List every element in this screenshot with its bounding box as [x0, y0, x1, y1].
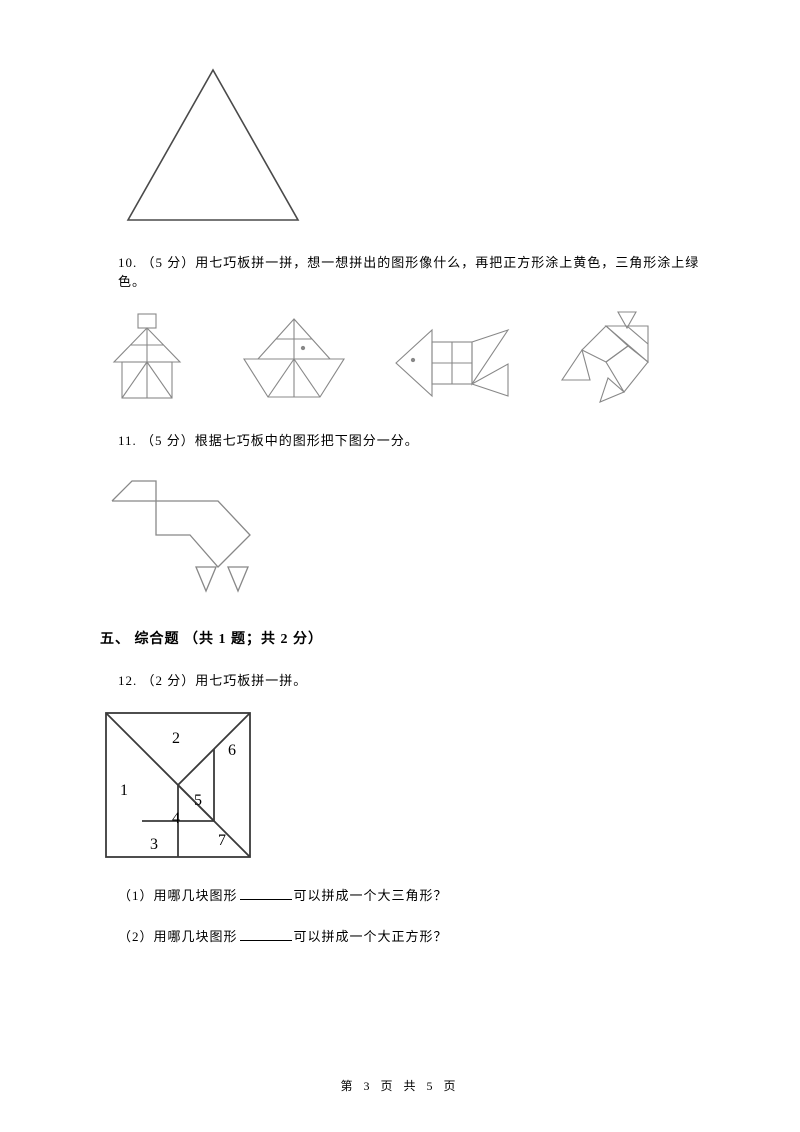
- piece-2: 2: [172, 730, 180, 747]
- large-triangle-svg: [118, 60, 308, 230]
- q11-number: 11.: [118, 433, 137, 448]
- tangram-house: [100, 308, 200, 408]
- tangram-square-svg: 1 2 3 4 5 6 7: [100, 707, 256, 863]
- q11-text: 根据七巧板中的图形把下图分一分。: [195, 433, 419, 448]
- q12-sub2-before: 用哪几块图形: [154, 929, 238, 944]
- tangram-fish: [388, 318, 518, 408]
- piece-1: 1: [120, 782, 128, 799]
- q12-sub2-blank[interactable]: [240, 927, 292, 941]
- q12-sub2-label: （2）: [118, 929, 154, 944]
- piece-6: 6: [228, 742, 236, 759]
- question-12: 12. （2 分）用七巧板拼一拼。: [118, 670, 710, 689]
- q10-text: 用七巧板拼一拼，想一想拼出的图形像什么，再把正方形涂上黄色，三角形涂上绿色。: [118, 255, 699, 289]
- tangram-shape-2: [234, 313, 354, 408]
- q12-points: （2 分）: [142, 673, 196, 688]
- section-5-heading: 五、 综合题 （共 1 题；共 2 分）: [100, 628, 710, 648]
- q12-sub1-after: 可以拼成一个大三角形？: [294, 888, 448, 903]
- page-number: 第 3 页 共 5 页: [340, 1079, 459, 1093]
- q10-number: 10.: [118, 255, 137, 270]
- question-10: 10. （5 分）用七巧板拼一拼，想一想拼出的图形像什么，再把正方形涂上黄色，三…: [118, 252, 710, 290]
- section-5-title: 综合题: [135, 632, 180, 647]
- piece-7: 7: [218, 832, 226, 849]
- q11-figure: [100, 467, 710, 602]
- piece-3: 3: [150, 836, 158, 853]
- q12-sub1: （1）用哪几块图形 可以拼成一个大三角形？: [118, 885, 710, 904]
- q12-sub1-before: 用哪几块图形: [154, 888, 238, 903]
- q12-sub2: （2）用哪几块图形 可以拼成一个大正方形？: [118, 926, 710, 945]
- figure-large-triangle: [118, 60, 710, 230]
- piece-5: 5: [194, 792, 202, 809]
- q12-sub2-after: 可以拼成一个大正方形？: [294, 929, 448, 944]
- q10-points: （5 分）: [142, 255, 196, 270]
- section-5-detail: （共 1 题；共 2 分）: [184, 632, 323, 647]
- tangram-runner: [552, 308, 667, 408]
- q12-text: 用七巧板拼一拼。: [195, 673, 307, 688]
- piece-4: 4: [172, 810, 180, 827]
- q12-number: 12.: [118, 673, 137, 688]
- q11-points: （5 分）: [141, 433, 195, 448]
- tangram-goose: [100, 467, 280, 602]
- question-11: 11. （5 分）根据七巧板中的图形把下图分一分。: [118, 430, 710, 449]
- section-5-label: 五、: [100, 632, 130, 647]
- q10-figures-row: [100, 308, 710, 408]
- q12-sub1-blank[interactable]: [240, 886, 292, 900]
- page-footer: 第 3 页 共 5 页: [0, 1077, 800, 1094]
- q12-tangram-square: 1 2 3 4 5 6 7: [100, 707, 710, 863]
- q12-sub1-label: （1）: [118, 888, 154, 903]
